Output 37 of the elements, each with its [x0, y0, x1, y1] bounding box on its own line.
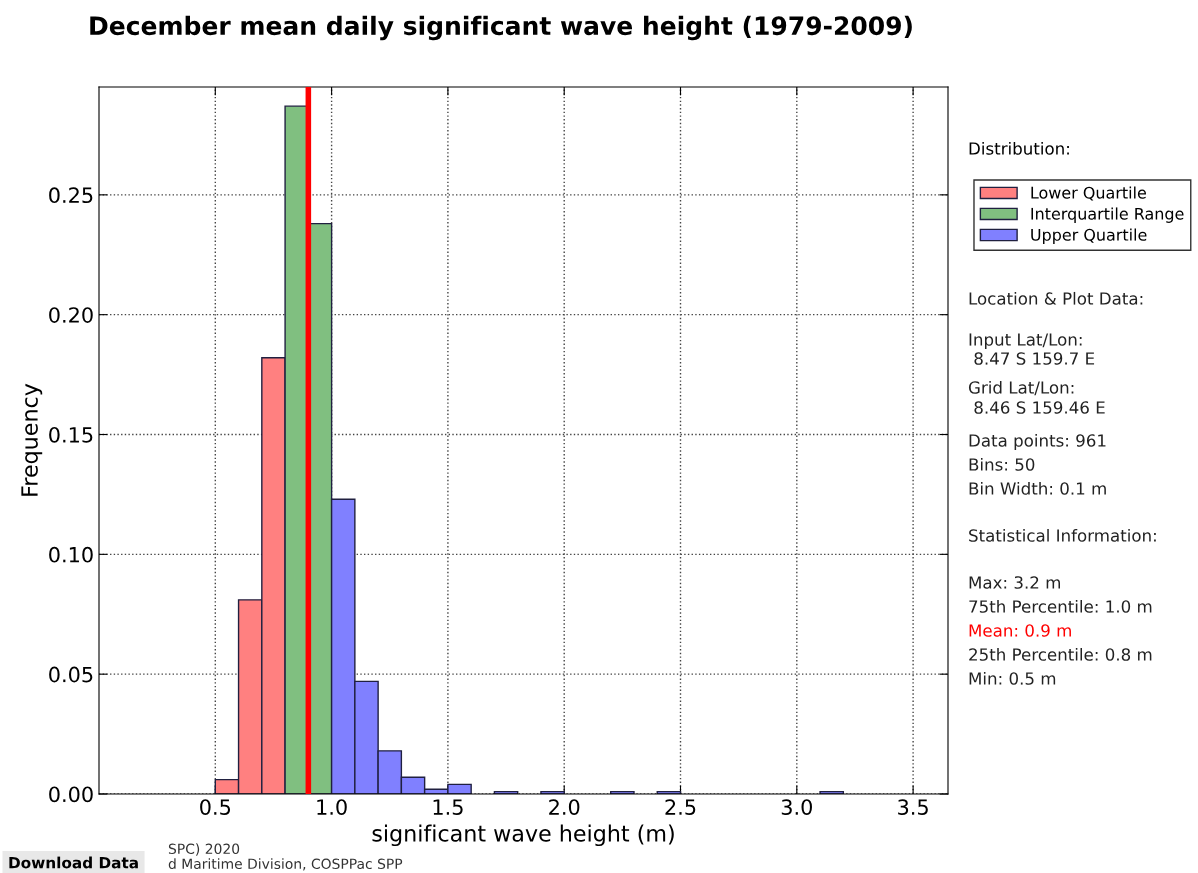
legend-title: Distribution:	[969, 141, 1069, 155]
legend-label: Upper Quartile	[1031, 228, 1147, 244]
legend-label: Interquartile Range	[1031, 207, 1184, 223]
legend-label: Lower Quartile	[1031, 186, 1146, 201]
text: 25th Percentile: 0.8 m	[969, 647, 1152, 661]
text: Max: 3.2 m	[969, 576, 1060, 589]
text: Input Lat/Lon:	[969, 333, 1082, 350]
text: Bins: 50	[969, 457, 1035, 471]
text: Bin Width: 0.1 m	[969, 481, 1106, 495]
text: 75th Percentile: 1.0 m	[969, 599, 1152, 613]
text: Download Data	[9, 856, 138, 869]
text: 8.46 S 159.46 E	[974, 401, 1105, 414]
text: d Maritime Division, COSPPac SPP	[168, 858, 403, 871]
y-tick-label: 0.15	[49, 426, 93, 443]
ref-line-label: Mean: 0.9 m	[969, 624, 1071, 637]
x-tick-label: 2.5	[665, 799, 696, 815]
x-tick-label: 3.0	[781, 799, 812, 815]
text: 8.47 S 159.7 E	[974, 352, 1095, 365]
y-axis-title: Frequency	[21, 383, 43, 496]
x-tick-label: 0.5	[200, 799, 231, 815]
text: Statistical Information:	[969, 528, 1156, 542]
x-axis-title: significant wave height (m)	[372, 824, 674, 847]
chart-title: December mean daily significant wave height (1979-2009)	[90, 15, 912, 41]
x-tick-label: 2.0	[549, 799, 580, 815]
y-tick-label: 0.10	[49, 546, 93, 563]
x-tick-label: 1.0	[317, 799, 347, 815]
text: SPC) 2020	[168, 843, 240, 856]
y-tick-label: 0.25	[49, 187, 93, 204]
text: Data points: 961	[969, 433, 1106, 451]
y-tick-label: 0.20	[49, 307, 93, 323]
x-tick-label: 3.5	[898, 799, 928, 815]
text: Location & Plot Data:	[969, 291, 1143, 305]
y-tick-label: 0.05	[49, 666, 93, 683]
text: Min: 0.5 m	[969, 671, 1056, 685]
text: Grid Lat/Lon:	[968, 380, 1074, 396]
y-tick-label: 0.00	[49, 786, 93, 803]
x-tick-label: 1.5	[433, 799, 463, 815]
